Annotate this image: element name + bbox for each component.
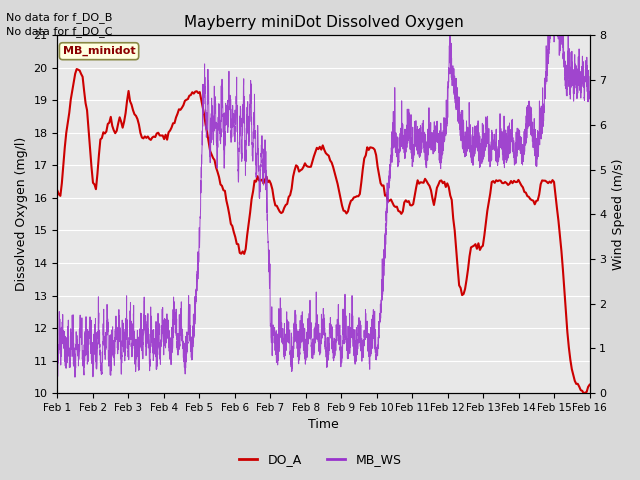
Text: No data for f_DO_C: No data for f_DO_C — [6, 26, 113, 37]
Title: Mayberry miniDot Dissolved Oxygen: Mayberry miniDot Dissolved Oxygen — [184, 15, 463, 30]
Y-axis label: Wind Speed (m/s): Wind Speed (m/s) — [612, 158, 625, 270]
Y-axis label: Dissolved Oxygen (mg/l): Dissolved Oxygen (mg/l) — [15, 137, 28, 291]
X-axis label: Time: Time — [308, 419, 339, 432]
Text: MB_minidot: MB_minidot — [63, 46, 135, 56]
Legend: DO_A, MB_WS: DO_A, MB_WS — [234, 448, 406, 471]
Text: No data for f_DO_B: No data for f_DO_B — [6, 12, 113, 23]
